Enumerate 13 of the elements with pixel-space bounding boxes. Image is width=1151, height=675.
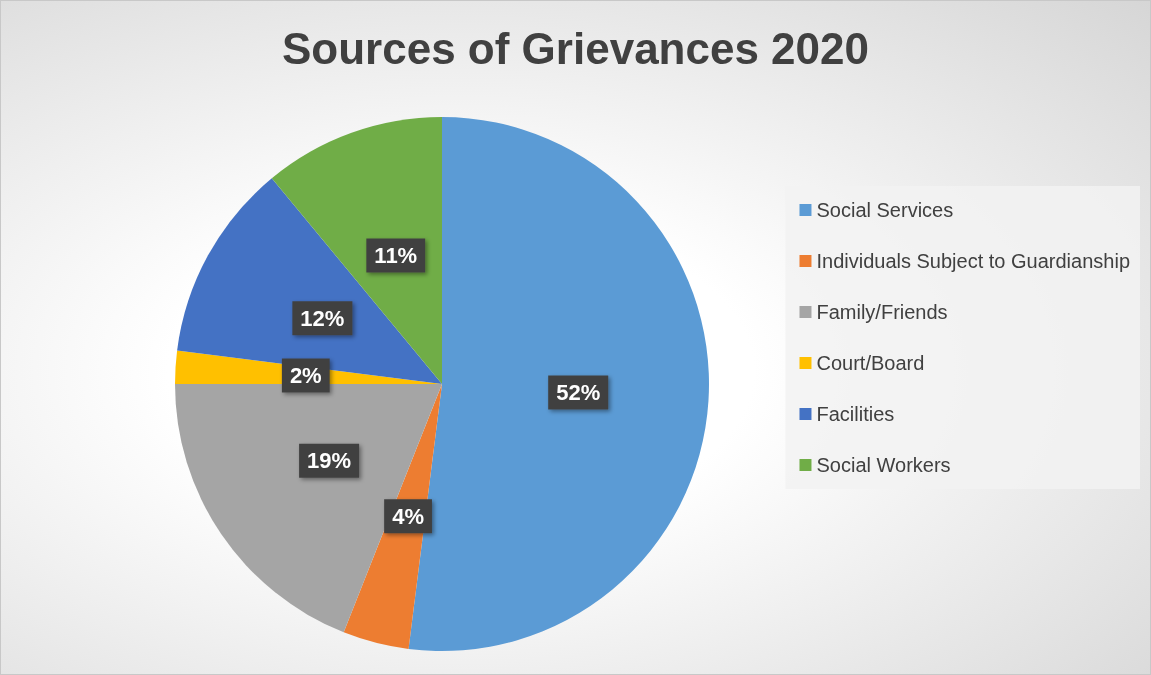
data-label: 4%: [392, 503, 424, 529]
data-label: 12%: [300, 305, 345, 331]
data-label: 19%: [307, 448, 352, 474]
legend-label: Social Services: [816, 199, 954, 221]
legend-label: Social Workers: [816, 454, 951, 476]
legend-label: Court/Board: [816, 352, 925, 374]
legend-label: Facilities: [816, 403, 895, 425]
data-label: 52%: [556, 380, 601, 406]
legend-label: Individuals Subject to Guardianship: [816, 250, 1131, 272]
chart-title: Sources of Grievances 2020: [282, 23, 869, 73]
legend-label: Family/Friends: [816, 301, 948, 323]
data-label: 11%: [374, 243, 418, 269]
data-label: 2%: [289, 362, 322, 388]
